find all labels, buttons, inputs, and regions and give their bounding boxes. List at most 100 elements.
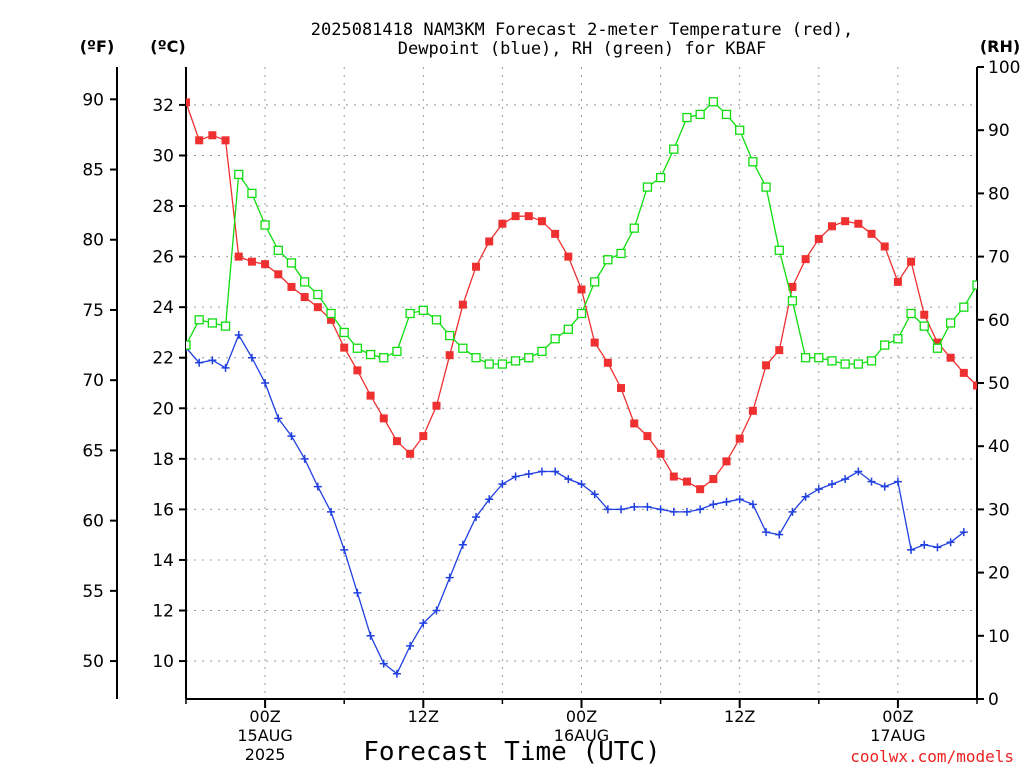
- dewpoint-point: [300, 454, 309, 463]
- rh-tick-label: 60: [988, 311, 1010, 331]
- rh-point: [603, 255, 613, 265]
- dewpoint-point: [313, 482, 322, 491]
- rh-point: [972, 280, 977, 290]
- rh-point: [392, 346, 402, 357]
- rh-point: [234, 169, 244, 180]
- temperature-point: [946, 353, 955, 362]
- x-tick-label: 12Z: [724, 707, 755, 726]
- temperature-point: [643, 432, 652, 441]
- dewpoint-point: [617, 505, 626, 514]
- dewpoint-point: [841, 475, 850, 484]
- rh-point: [418, 305, 428, 315]
- temperature-point: [933, 338, 942, 347]
- temperature-point: [880, 242, 889, 251]
- dewpoint-point: [630, 502, 639, 511]
- temperature-point: [472, 262, 481, 271]
- dewpoint-point: [379, 659, 388, 668]
- rh-point: [445, 330, 455, 341]
- temperature-point: [775, 346, 784, 355]
- x-tick-date-label: 17AUG: [870, 726, 925, 745]
- dewpoint-point: [195, 358, 204, 367]
- temperature-point: [234, 252, 243, 261]
- dewpoint-point: [709, 500, 718, 509]
- dewpoint-point: [722, 497, 731, 506]
- temperature-point: [669, 472, 678, 481]
- x-tick-label: 00Z: [566, 707, 597, 726]
- temperature-point: [392, 437, 401, 446]
- x-tick-label: 00Z: [882, 707, 913, 726]
- fahrenheit-tick-label: 70: [82, 371, 104, 391]
- rh-tick-label: 40: [988, 437, 1010, 457]
- temperature-point: [814, 234, 823, 243]
- rh-point: [695, 109, 705, 120]
- rh-point: [550, 334, 560, 344]
- temperature-point: [577, 285, 586, 294]
- rh-point: [313, 289, 323, 300]
- temperature-point: [366, 391, 375, 400]
- celsius-tick-label: 32: [152, 96, 174, 116]
- temperature-point: [406, 449, 415, 458]
- temperature-point: [274, 270, 283, 279]
- rh-point: [642, 182, 653, 192]
- rh-point: [866, 356, 877, 366]
- x-tick-date-label: 15AUG: [237, 726, 292, 745]
- rh-point: [352, 343, 363, 353]
- series-layer: [186, 97, 977, 678]
- temperature-point: [630, 419, 639, 428]
- temperature-point: [247, 257, 256, 266]
- dewpoint-point: [537, 467, 546, 476]
- rh-tick-label: 10: [988, 627, 1010, 647]
- rh-tick-label: 50: [988, 374, 1010, 394]
- celsius-unit-label: (ºC): [150, 37, 185, 56]
- fahrenheit-tick-label: 50: [82, 652, 104, 672]
- celsius-tick-label: 16: [152, 500, 174, 520]
- rh-point: [669, 144, 679, 154]
- temperature-point: [867, 229, 876, 238]
- fahrenheit-tick-label: 85: [82, 161, 104, 181]
- dewpoint-point: [867, 477, 876, 486]
- temperature-point: [827, 222, 836, 231]
- dewpoint-point: [432, 606, 441, 615]
- temperature-point: [590, 338, 599, 347]
- temperature-point: [498, 219, 507, 228]
- temperature-point: [722, 457, 731, 466]
- dewpoint-point: [748, 500, 757, 509]
- temperature-point: [327, 315, 336, 324]
- fahrenheit-tick-label: 55: [82, 582, 104, 602]
- temperature-point: [603, 358, 612, 367]
- rh-point: [721, 109, 732, 120]
- dewpoint-point: [485, 495, 494, 504]
- rh-point: [339, 327, 349, 338]
- dewpoint-point: [603, 505, 612, 514]
- dewpoint-point: [577, 480, 586, 489]
- rh-point: [326, 308, 336, 319]
- rh-unit-label: (RH): [980, 37, 1020, 56]
- temperature-point: [208, 131, 217, 140]
- temperature-point: [735, 434, 744, 443]
- rh-point: [458, 343, 468, 353]
- dewpoint-point: [261, 379, 270, 387]
- rh-point: [616, 248, 626, 259]
- rh-point: [431, 315, 442, 325]
- rh-point: [365, 349, 376, 360]
- plot-area: [186, 97, 977, 678]
- temperature-point: [287, 282, 296, 291]
- temperature-point: [485, 237, 494, 246]
- temperature-point: [221, 136, 230, 145]
- temperature-point: [551, 229, 560, 238]
- celsius-tick-label: 22: [152, 349, 174, 369]
- temperature-point: [709, 475, 718, 484]
- rh-tick-label: 0: [988, 690, 999, 710]
- dewpoint-point: [472, 512, 481, 521]
- rh-tick-label: 30: [988, 500, 1010, 520]
- temperature-point: [432, 401, 441, 410]
- rh-tick-label: 80: [988, 184, 1010, 204]
- dewpoint-point: [933, 543, 942, 552]
- celsius-tick-label: 30: [152, 146, 174, 166]
- rh-tick-label: 90: [988, 121, 1010, 141]
- dewpoint-point: [775, 530, 784, 539]
- rh-point: [840, 359, 850, 369]
- dewpoint-point: [524, 470, 533, 479]
- dewpoint-point: [419, 619, 428, 628]
- dewpoint-point: [827, 480, 836, 489]
